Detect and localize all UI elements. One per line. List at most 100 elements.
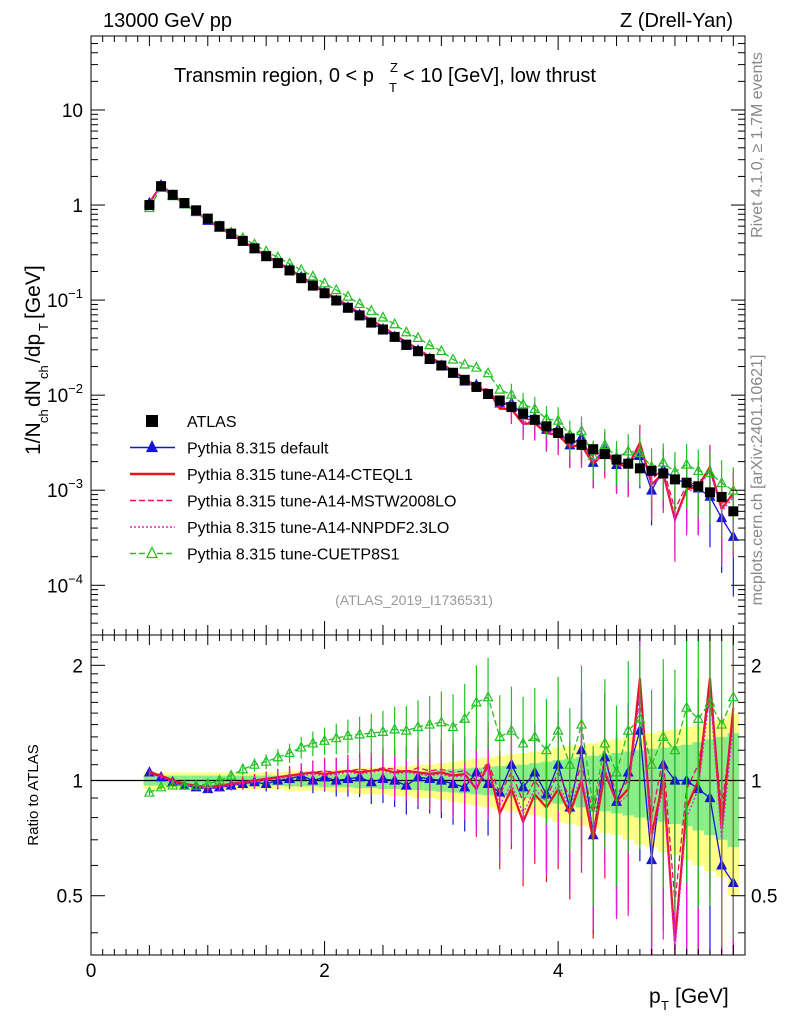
legend-marker-data xyxy=(146,415,158,427)
atlas-data-point xyxy=(284,265,295,276)
ratio-marker-cuetp xyxy=(540,743,552,755)
main-marker-cuetp xyxy=(365,304,377,315)
plot-title: Transmin region, 0 < p Z T < 10 [GeV], l… xyxy=(174,60,596,95)
svg-text:/dp: /dp xyxy=(22,334,45,363)
ratio-marker-cuetp xyxy=(260,755,272,766)
ratio-marker-cuetp xyxy=(155,781,167,792)
ratio-marker-cuetp xyxy=(307,737,319,748)
svg-text:p: p xyxy=(649,985,661,1008)
atlas-data-point xyxy=(669,474,680,485)
main-marker-cuetp xyxy=(482,366,494,378)
ratio-marker-cuetp xyxy=(237,762,249,774)
ratio-marker-cuetp xyxy=(295,741,307,752)
atlas-data-point xyxy=(144,200,155,211)
ratio-marker-cuetp xyxy=(424,718,436,729)
atlas-data-point xyxy=(202,213,213,224)
main-marker-cuetp xyxy=(400,325,412,337)
atlas-data-point xyxy=(623,458,634,469)
main-marker-cuetp xyxy=(622,445,634,456)
main-marker-cuetp xyxy=(529,402,541,414)
svg-text:ch: ch xyxy=(36,409,51,423)
ratio-marker-cuetp xyxy=(576,718,587,729)
mcplots-credit: mcplots.cern.ch [arXiv:2401.10621] xyxy=(749,355,766,606)
ratio-marker-cuetp xyxy=(552,724,564,735)
atlas-data-point xyxy=(483,388,494,399)
legend-label-default: Pythia 8.315 default xyxy=(187,441,329,458)
main-marker-cuetp xyxy=(552,414,564,425)
main-marker-cuetp xyxy=(587,449,599,461)
atlas-data-point xyxy=(377,324,388,335)
atlas-data-point xyxy=(226,228,237,239)
y-tick-label-ratio-right: 0.5 xyxy=(751,887,777,908)
atlas-data-point xyxy=(261,251,272,262)
atlas-data-point xyxy=(307,280,318,291)
y-tick-label-ratio: 0.5 xyxy=(57,887,83,908)
atlas-data-point xyxy=(413,346,423,357)
atlas-data-point xyxy=(156,181,167,192)
ratio-marker-cuetp xyxy=(716,718,728,729)
axes-layer: 0 2 4 10−4 10−3 10−2 10−1 1 10 0.5 0.5 1 1 2 2 xyxy=(47,35,777,982)
main-marker-cuetp xyxy=(634,446,646,458)
atlas-data-point xyxy=(296,273,307,284)
ratio-marker-cuetp xyxy=(319,734,331,745)
atlas-data-point xyxy=(319,288,330,299)
atlas-data-point xyxy=(529,414,540,425)
ratio-marker-cuetp xyxy=(213,774,225,785)
svg-text:dN: dN xyxy=(22,380,45,407)
atlas-data-point xyxy=(214,221,225,232)
ratio-marker-cuetp xyxy=(599,737,611,748)
svg-text:[GeV]: [GeV] xyxy=(22,265,45,319)
ratio-marker-cuetp xyxy=(284,746,296,758)
ratio-marker-cuetp xyxy=(634,712,646,723)
atlas-data-point xyxy=(541,421,552,432)
main-marker-cuetp xyxy=(681,458,693,469)
ratio-marker-cuetp xyxy=(202,777,214,788)
main-marker-cuetp xyxy=(517,398,529,409)
y-tick-label-main: 10−4 xyxy=(47,571,83,597)
legend-label-cuetp: Pythia 8.315 tune-CUETP8S1 xyxy=(187,547,400,564)
header-left: 13000 GeV pp xyxy=(103,10,232,32)
main-marker-cuetp xyxy=(459,358,471,369)
ratio-marker-cuetp xyxy=(389,723,401,734)
legend-label-data: ATLAS xyxy=(187,414,237,431)
main-marker-cuetp xyxy=(377,311,389,322)
atlas-data-point xyxy=(681,477,692,488)
main-marker-cuetp xyxy=(505,388,517,399)
svg-text:T: T xyxy=(36,323,51,331)
y-tick-label-main: 10−3 xyxy=(47,476,83,502)
legend-marker-default xyxy=(145,440,159,453)
atlas-data-point xyxy=(518,408,529,419)
ratio-series-layer xyxy=(143,634,739,956)
atlas-data-point xyxy=(459,374,470,385)
ratio-marker-cuetp xyxy=(646,758,658,769)
ratio-marker-cuetp xyxy=(564,758,576,769)
atlas-data-point xyxy=(564,433,575,444)
main-marker-cuetp xyxy=(412,331,424,343)
y-axis-label-ratio: Ratio to ATLAS xyxy=(25,744,42,845)
x-tick-label: 2 xyxy=(319,961,330,982)
ratio-marker-cuetp xyxy=(587,801,599,812)
ratio-marker-cuetp xyxy=(482,690,494,702)
ratio-marker-cuetp xyxy=(412,720,424,732)
legend: ATLAS Pythia 8.315 default Pythia 8.315 tu… xyxy=(130,414,456,564)
ratio-marker-cuetp xyxy=(143,786,155,797)
svg-text:< 10 [GeV], low thrust: < 10 [GeV], low thrust xyxy=(403,65,596,87)
y-tick-label-main: 10 xyxy=(62,101,83,122)
ratio-marker-cuetp xyxy=(657,730,669,742)
atlas-data-point xyxy=(658,468,669,479)
ratio-marker-cuetp xyxy=(470,696,482,707)
ratio-marker-cuetp xyxy=(459,712,471,723)
ratio-marker-cuetp xyxy=(669,743,681,755)
atlas-data-point xyxy=(506,402,517,413)
atlas-data-point xyxy=(191,205,202,216)
ratio-marker-cuetp xyxy=(704,696,716,707)
main-marker-cuetp xyxy=(354,297,366,309)
ratio-marker-cuetp xyxy=(435,715,447,727)
y-axis-label-main: 1/N ch dN ch /dp T [GeV] xyxy=(22,265,51,455)
atlas-data-point xyxy=(448,367,459,378)
ratio-marker-cuetp xyxy=(272,750,284,762)
y-tick-label-ratio-right: 1 xyxy=(751,772,762,793)
ratio-marker-cuetp xyxy=(167,779,179,790)
ratio-marker-cuetp xyxy=(400,724,412,735)
